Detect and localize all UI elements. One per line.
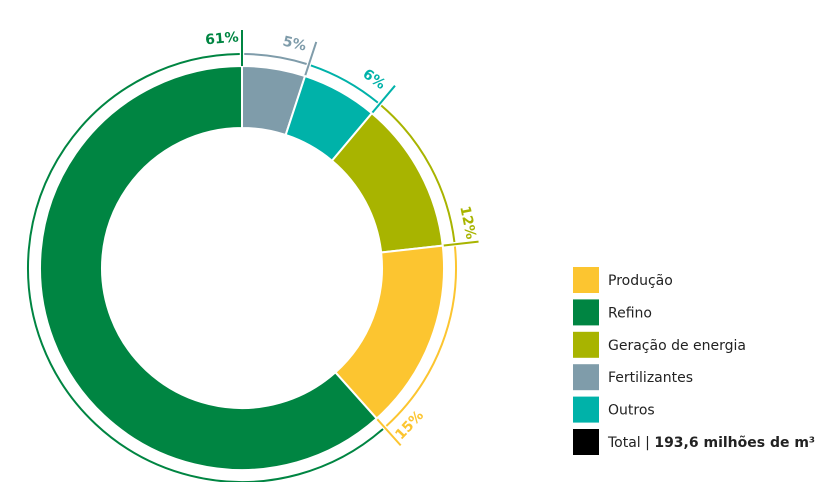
legend-label: Produção [608, 273, 673, 289]
total-value: 193,6 milhões de m³ [654, 435, 815, 451]
legend-swatch [573, 331, 599, 358]
data-label: 6% [360, 66, 389, 93]
data-label: 12% [456, 205, 478, 241]
legend-total: Total | 193,6 milhões de m³ [607, 435, 815, 451]
legend-swatch [573, 364, 599, 391]
legend-swatch [573, 267, 599, 293]
leader-line [371, 85, 396, 114]
slice [39, 64, 379, 471]
legend-label: Geração de energia [608, 338, 746, 354]
total-label: Total | [607, 435, 650, 451]
legend-label: Refino [608, 305, 652, 321]
data-label: 15% [392, 408, 427, 443]
outer-ring-arc [380, 104, 456, 243]
legend-swatch [573, 396, 599, 423]
legend-label: Fertilizantes [608, 370, 693, 386]
legend-label: Outros [608, 403, 655, 419]
data-label: 5% [281, 34, 308, 55]
outer-ring-arc [27, 53, 384, 482]
leader-line [375, 417, 402, 447]
leader-line [304, 41, 318, 77]
leader-line [442, 240, 479, 247]
legend-swatch [573, 429, 599, 455]
data-label: 61% [205, 29, 240, 48]
outer-ring-arc [244, 53, 307, 65]
legend-swatch [573, 299, 599, 326]
outer-ring-arc [310, 64, 379, 104]
outer-ring-arc [385, 246, 457, 427]
